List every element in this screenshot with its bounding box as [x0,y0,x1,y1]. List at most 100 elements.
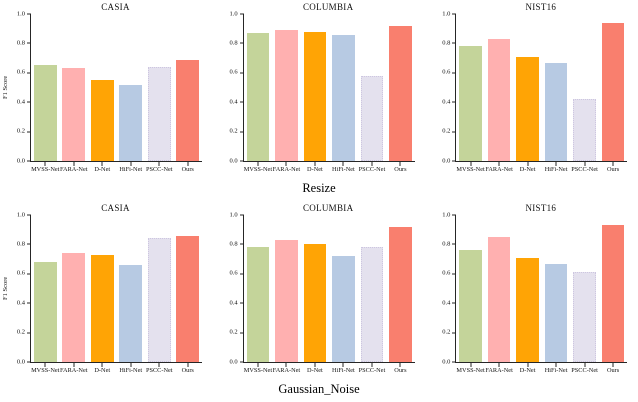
x-axis-tick [101,162,103,166]
y-axis-tick [27,101,31,103]
y-axis-tick-label: 0.8 [442,240,451,248]
y-axis-tick-label: 0.4 [442,97,451,105]
bar-hifi-net [544,263,568,362]
y-axis-tick [239,160,244,162]
bar-mvss-net [459,250,482,362]
bar-mvss-net [246,247,270,362]
bar-pscc-net [360,75,384,161]
y-axis-tick-label: 0.2 [229,328,238,336]
bar-pscc-net [147,66,171,161]
bar-d-net [303,31,327,161]
y-axis-tick [239,101,244,103]
x-axis-tick [314,363,316,367]
y-axis-tick-label: 1.0 [442,210,451,218]
y-axis-tick-label: 0.6 [16,68,25,76]
y-axis-tick-label: 0.8 [229,240,238,248]
y-axis-tick-label: 0.0 [442,357,451,365]
bar-pscc-net [360,247,384,362]
y-axis-tick-label: 0.4 [442,298,451,306]
x-axis-tick [399,162,401,166]
x-axis-tick [285,162,287,166]
y-axis-tick [239,273,244,275]
chart-row-gaussian-noise: CASIA F1 Score 0.0 0.2 0.4 0.6 0.8 1.0 MVSS-Ne… [0,201,638,379]
chart-gaussian-columbia: COLUMBIA 0.0 0.2 0.4 0.6 0.8 1.0 MVSS-Net FARA-… [213,201,426,379]
plot-area: 0.0 0.2 0.4 0.6 0.8 1.0 MVSS-Net FARA-Net D-Net H… [442,211,628,374]
y-axis-tick [452,101,457,103]
x-axis-tick [527,162,529,166]
x-axis-tick-label: PSCC-Net [358,367,386,374]
y-axis-label: F1 Score [2,75,9,100]
y-axis-tick [452,243,457,245]
y-axis-tick-label: 0.6 [442,269,451,277]
y-axis-tick [452,332,457,334]
x-axis-tick [612,363,614,367]
y-axis-tick [27,332,31,334]
x-axis-tick [399,363,401,367]
bar-ours [176,236,200,362]
bar-mvss-net [246,33,270,161]
y-axis-tick [27,243,31,245]
bar-hifi-net [119,84,143,161]
x-axis-tick-label: PSCC-Net [571,367,598,374]
bar-d-net [303,244,327,362]
y-axis-tick [452,273,457,275]
y-axis-tick [27,42,31,44]
x-axis-tick-label: Ours [181,367,194,374]
y-axis-label [426,215,435,362]
y-axis-tick [239,243,244,245]
y-axis-tick-label: 0.6 [16,269,25,277]
bar-fara-net [487,39,511,161]
bar-pscc-net [573,99,596,161]
y-axis-tick-label: 0.0 [442,156,451,164]
x-axis-tick-label: HiFi-Net [544,166,568,173]
y-axis-tick-label: 0.8 [442,39,451,47]
x-axis-tick-label: D-Net [519,367,536,374]
x-axis-tick-label: PSCC-Net [145,166,173,173]
y-axis-tick-label: 0.8 [16,240,25,248]
x-axis-tick-label: MVSS-Net [31,166,60,173]
chart-title: NIST16 [525,203,557,213]
y-axis-tick-label: 1.0 [16,210,25,218]
y-axis-tick-label: 1.0 [229,9,238,17]
x-axis-tick [342,162,344,166]
x-axis-tick [101,363,103,367]
x-axis-tick [130,162,132,166]
bar-hifi-net [544,62,568,161]
bar-ours [389,226,412,362]
y-axis-tick [27,72,31,74]
x-axis-tick [584,162,586,166]
bar-d-net [516,257,539,362]
x-axis-tick [498,162,500,166]
x-axis-tick [584,363,586,367]
x-axis-tick [342,363,344,367]
y-axis-tick-label: 0.0 [229,156,238,164]
bar-ours [601,225,625,362]
x-axis-tick-label: HiFi-Net [544,367,568,374]
x-axis-tick-label: HiFi-Net [332,166,355,173]
x-axis-tick-label: FARA-Net [59,166,88,173]
plot-area: 0.0 0.2 0.4 0.6 0.8 1.0 MVSS-Net FARA-Net D-Net H… [17,10,202,173]
y-axis-tick-label: 0.4 [229,298,238,306]
bar-fara-net [62,253,86,362]
y-axis-tick [239,42,244,44]
x-axis-tick-label: FARA-Net [485,166,513,173]
x-axis-tick-label: D-Net [519,166,536,173]
bar-fara-net [275,30,298,161]
y-axis-tick [239,361,244,363]
y-axis-tick [27,13,31,15]
x-axis-tick-label: PSCC-Net [358,166,386,173]
chart-resize-nist16: NIST16 0.0 0.2 0.4 0.6 0.8 1.0 MVSS-Net FARA-Ne… [425,0,638,178]
x-axis-tick-label: MVSS-Net [243,166,273,173]
chart-title: CASIA [101,2,130,12]
y-axis-tick-label: 0.2 [442,127,451,135]
y-axis-tick [239,131,244,133]
x-axis-tick-label: D-Net [307,166,323,173]
y-axis-label [214,215,223,362]
y-axis-tick-label: 1.0 [16,9,25,17]
y-axis-tick-label: 0.2 [16,127,25,135]
chart-title: NIST16 [525,2,557,12]
y-axis-tick-label: 0.2 [229,127,238,135]
y-axis-tick-label: 0.4 [16,298,25,306]
y-axis-tick-label: 1.0 [229,210,238,218]
y-axis-tick [27,160,31,162]
